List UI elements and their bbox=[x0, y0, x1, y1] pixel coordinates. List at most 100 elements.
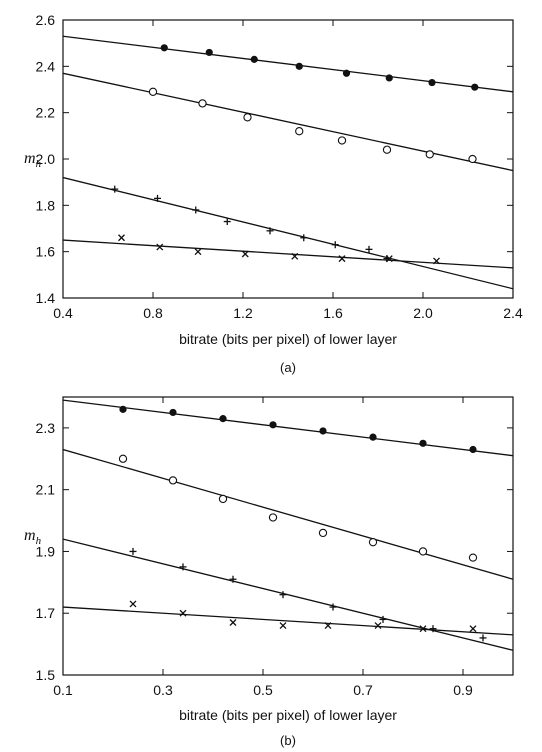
data-point-filled-circle bbox=[295, 62, 303, 70]
data-point-plus bbox=[179, 563, 187, 571]
data-point-open-circle bbox=[468, 553, 478, 562]
data-point-cross bbox=[338, 255, 346, 263]
data-point-filled-circle bbox=[385, 74, 393, 82]
data-point-open-circle bbox=[468, 154, 477, 164]
data-point-filled-circle bbox=[205, 48, 213, 57]
data-point-open-circle bbox=[295, 127, 304, 136]
data-point-cross bbox=[374, 622, 382, 630]
data-point-cross bbox=[179, 609, 187, 617]
data-point-open-circle bbox=[337, 136, 347, 145]
data-point-filled-circle bbox=[469, 445, 477, 454]
data-point-cross bbox=[324, 622, 332, 630]
plot-frame-b bbox=[62, 396, 514, 676]
data-point-open-circle bbox=[268, 513, 278, 522]
data-point-open-circle bbox=[382, 145, 392, 154]
data-point-filled-circle bbox=[269, 421, 277, 429]
data-point-cross bbox=[433, 257, 440, 265]
chart-panel-b: 0.1 0.3 0.5 0.7 0.9 1.5 1.7 1.9 2.1 2.3 mh bitra… bbox=[24, 396, 514, 748]
data-point-open-circle bbox=[368, 538, 378, 547]
data-point-plus bbox=[379, 615, 387, 623]
data-point-cross bbox=[241, 250, 249, 258]
data-point-filled-circle bbox=[319, 427, 327, 435]
y-tick-label: 2.4 bbox=[36, 58, 56, 74]
data-point-plus bbox=[192, 206, 200, 214]
data-point-open-circle bbox=[168, 476, 178, 485]
x-axis-label-b: bitrate (bits per pixel) of lower layer bbox=[179, 707, 397, 723]
y-axis-label-b: mh bbox=[24, 527, 42, 547]
data-points-b bbox=[118, 405, 487, 642]
x-tick-label: 1.6 bbox=[323, 305, 343, 321]
x-tick-label: 0.7 bbox=[353, 682, 373, 698]
data-point-plus bbox=[329, 603, 337, 611]
data-point-filled-circle bbox=[471, 83, 479, 91]
x-axis-label-a: bitrate (bits per pixel) of lower layer bbox=[179, 331, 397, 347]
y-tick-label: 1.7 bbox=[36, 605, 56, 621]
y-tick-label: 2.0 bbox=[36, 151, 56, 167]
y-axis-label-a: mh bbox=[24, 150, 42, 170]
data-point-cross bbox=[156, 243, 164, 251]
x-tick-label: 0.8 bbox=[143, 305, 163, 321]
data-point-open-circle bbox=[218, 494, 228, 504]
data-point-filled-circle bbox=[219, 415, 227, 423]
y-tick-label: 2.6 bbox=[36, 12, 56, 28]
data-point-plus bbox=[154, 194, 161, 202]
y-tick-labels-a: 1.4 1.6 1.8 2.0 2.2 2.4 2.6 bbox=[36, 12, 56, 306]
data-point-open-circle bbox=[243, 113, 252, 122]
data-point-filled-circle bbox=[160, 44, 168, 52]
data-point-plus bbox=[229, 575, 237, 583]
y-tick-label: 2.3 bbox=[36, 420, 56, 436]
x-tick-label: 2.0 bbox=[413, 305, 433, 321]
y-tick-label: 1.9 bbox=[36, 543, 56, 559]
data-point-open-circle bbox=[198, 99, 207, 108]
data-point-cross bbox=[469, 625, 477, 633]
data-point-plus bbox=[266, 227, 274, 235]
data-point-filled-circle bbox=[119, 405, 127, 413]
y-tick-labels-b: 1.5 1.7 1.9 2.1 2.3 bbox=[36, 420, 56, 683]
data-points-a bbox=[111, 44, 479, 265]
data-point-plus bbox=[479, 634, 487, 642]
data-point-open-circle bbox=[118, 454, 128, 463]
data-point-plus bbox=[331, 241, 339, 249]
y-tick-label: 1.6 bbox=[36, 244, 56, 260]
fit-line-series-2 bbox=[63, 448, 513, 580]
y-tick-label: 1.8 bbox=[36, 197, 56, 213]
data-point-plus bbox=[365, 245, 373, 253]
data-point-plus bbox=[223, 218, 231, 226]
fit-line-series-1 bbox=[63, 399, 513, 457]
data-point-open-circle bbox=[148, 87, 158, 96]
data-point-cross bbox=[291, 252, 299, 260]
data-point-open-circle bbox=[318, 528, 328, 538]
x-tick-labels-a: 0.4 0.8 1.2 1.6 2.0 2.4 bbox=[53, 305, 523, 321]
x-tick-label: 0.1 bbox=[53, 682, 73, 698]
y-tick-label: 1.4 bbox=[36, 290, 56, 306]
data-point-open-circle bbox=[418, 547, 428, 556]
data-point-cross bbox=[229, 619, 237, 626]
y-tick-label: 1.5 bbox=[36, 667, 56, 683]
fit-lines-a bbox=[63, 35, 513, 290]
data-point-plus bbox=[300, 234, 308, 242]
x-tick-label: 0.4 bbox=[53, 305, 73, 321]
data-point-filled-circle bbox=[169, 408, 177, 417]
y-tick-label: 2.2 bbox=[36, 105, 56, 121]
x-tick-label: 2.4 bbox=[503, 305, 523, 321]
x-tick-label: 0.5 bbox=[253, 682, 273, 698]
fit-lines-b bbox=[63, 399, 513, 651]
panel-caption-b: (b) bbox=[280, 733, 296, 748]
data-point-open-circle bbox=[425, 150, 434, 159]
x-tick-label: 0.3 bbox=[153, 682, 173, 698]
x-tick-label: 1.2 bbox=[233, 305, 253, 321]
data-point-cross bbox=[385, 255, 393, 263]
fit-line-series-2 bbox=[63, 72, 513, 172]
y-tick-label: 2.1 bbox=[36, 482, 56, 498]
data-point-plus bbox=[429, 625, 437, 633]
data-point-cross bbox=[118, 234, 125, 242]
tick-marks-b bbox=[62, 397, 513, 676]
fit-line-series-3 bbox=[63, 176, 513, 290]
data-point-filled-circle bbox=[419, 439, 427, 447]
chart-panel-a: 0.4 0.8 1.2 1.6 2.0 2.4 1.4 1.6 1.8 2.0 2.2 2.4 2.6… bbox=[24, 12, 523, 375]
data-point-filled-circle bbox=[250, 55, 258, 63]
panel-caption-a: (a) bbox=[280, 360, 296, 375]
data-point-cross bbox=[419, 625, 427, 633]
plot-frame-a bbox=[62, 19, 514, 299]
